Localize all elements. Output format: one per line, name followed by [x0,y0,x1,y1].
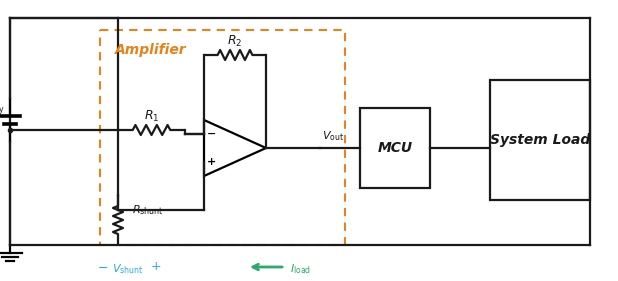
Text: $R_1$: $R_1$ [144,108,159,124]
Text: $V_{\rm supply}$: $V_{\rm supply}$ [0,102,5,118]
Text: System Load: System Load [490,133,590,147]
Bar [490,80,590,200]
Text: $V_{\rm out}$: $V_{\rm out}$ [322,129,344,143]
Text: $I_{\rm load}$: $I_{\rm load}$ [290,262,311,276]
Text: $+$: $+$ [150,260,161,273]
Text: $R_2$: $R_2$ [227,33,243,49]
Text: Amplifier: Amplifier [115,43,187,57]
Text: −: − [207,129,217,139]
Text: $R_{\rm shunt}$: $R_{\rm shunt}$ [132,203,164,217]
Bar [100,30,345,245]
Text: $-$: $-$ [97,260,108,273]
Text: MCU: MCU [378,141,413,155]
Text: +: + [208,157,217,167]
Bar [360,108,430,188]
Text: $V_{\rm shunt}$: $V_{\rm shunt}$ [112,262,144,276]
